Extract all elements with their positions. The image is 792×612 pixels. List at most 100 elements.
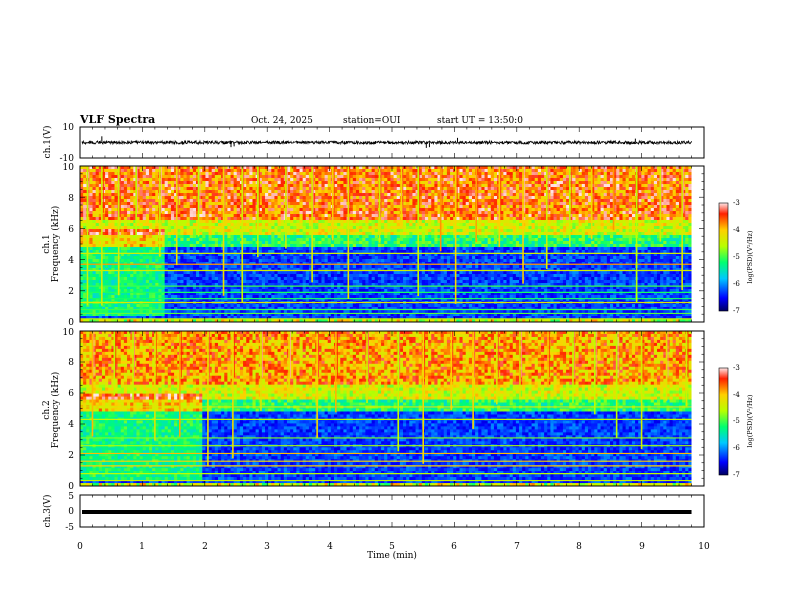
spectrogram-cell bbox=[280, 226, 285, 230]
spectrogram-cell bbox=[174, 271, 178, 275]
spectrogram-cell bbox=[296, 214, 300, 218]
spectrogram-cell bbox=[258, 274, 263, 278]
spectrogram-cell bbox=[101, 280, 106, 284]
spectrogram-cell bbox=[161, 214, 166, 218]
spectrogram-cell bbox=[371, 202, 376, 206]
spectrogram-cell bbox=[139, 286, 144, 290]
spectrogram-cell bbox=[252, 241, 257, 245]
spectrogram-cell bbox=[98, 178, 103, 182]
spectrogram-cell bbox=[133, 184, 137, 188]
spectrogram-cell bbox=[177, 178, 181, 182]
spectrogram-cell bbox=[359, 283, 363, 287]
spectrogram-cell bbox=[202, 223, 206, 227]
spectrogram-cell bbox=[280, 184, 285, 188]
spectrogram-cell bbox=[174, 187, 178, 191]
spectrogram-cell bbox=[183, 187, 188, 191]
spectrogram-cell bbox=[180, 313, 184, 317]
spectrogram-cell bbox=[308, 169, 313, 173]
spectrogram-cell bbox=[365, 316, 369, 320]
spectrogram-cell bbox=[352, 184, 357, 188]
spectrogram-cell bbox=[261, 178, 266, 182]
spectrogram-cell bbox=[120, 316, 125, 320]
spectrogram-cell bbox=[105, 169, 109, 173]
spectrogram-cell bbox=[308, 181, 313, 185]
spectrogram-cell bbox=[283, 256, 288, 260]
spectrogram-cell bbox=[349, 298, 354, 302]
spectrogram-cell bbox=[86, 304, 90, 308]
spectrogram-cell bbox=[246, 253, 250, 257]
spectrogram-cell bbox=[130, 199, 134, 203]
spectrogram-cell bbox=[152, 298, 156, 302]
spectrogram-cell bbox=[158, 259, 162, 263]
spectrogram-cell bbox=[271, 259, 275, 263]
spectrogram-cell bbox=[98, 181, 103, 185]
start-time-label: start UT = 13:50:0 bbox=[437, 116, 523, 126]
spectrogram-cell bbox=[199, 199, 203, 203]
spectrogram-cell bbox=[299, 307, 304, 311]
spectrogram-cell bbox=[199, 178, 203, 182]
spectrogram-cell bbox=[127, 259, 131, 263]
spectrogram-cell bbox=[343, 205, 347, 209]
spectrogram-cell bbox=[189, 259, 194, 263]
spectrogram-cell bbox=[161, 187, 166, 191]
spectrogram-cell bbox=[183, 250, 188, 254]
spectrogram-cell bbox=[371, 247, 376, 251]
spectrogram-cell bbox=[312, 286, 316, 290]
spectrogram-cell bbox=[233, 187, 238, 191]
spectrogram-cell bbox=[192, 283, 197, 287]
spectrogram-cell bbox=[371, 229, 376, 233]
spectrogram-cell bbox=[186, 241, 191, 245]
spectrogram-cell bbox=[337, 250, 341, 254]
spectrogram-cell bbox=[224, 217, 228, 221]
spectrogram-cell bbox=[355, 289, 360, 293]
spectrogram-cell bbox=[133, 202, 137, 206]
spectrogram-cell bbox=[167, 169, 172, 173]
spectrogram-cell bbox=[161, 289, 166, 293]
spectrogram-cell bbox=[133, 250, 137, 254]
spectrogram-cell bbox=[145, 298, 150, 302]
spectrogram-cell bbox=[83, 178, 87, 182]
spectrogram-cell bbox=[302, 214, 307, 218]
spectrogram-cell bbox=[268, 217, 272, 221]
spectrogram-cell bbox=[211, 217, 216, 221]
spectrogram-cell bbox=[315, 181, 319, 185]
spectrogram-cell bbox=[359, 193, 363, 197]
spectrogram-cell bbox=[114, 232, 119, 236]
spectrogram-cell bbox=[224, 286, 228, 290]
spectrogram-cell bbox=[265, 241, 269, 245]
spectrogram-cell bbox=[265, 310, 269, 314]
spectrogram-cell bbox=[120, 214, 125, 218]
spectrogram-cell bbox=[318, 205, 322, 209]
spectrogram-cell bbox=[142, 247, 147, 251]
spectrogram-cell bbox=[271, 319, 275, 322]
spectrogram-cell bbox=[180, 208, 184, 212]
spectrogram-cell bbox=[95, 193, 100, 197]
spectrogram-cell bbox=[120, 268, 125, 272]
spectrogram-cell bbox=[145, 316, 150, 320]
spectrogram-cell bbox=[139, 181, 144, 185]
spectrogram-cell bbox=[334, 223, 338, 227]
spectrogram-cell bbox=[261, 214, 266, 218]
spectrogram-cell bbox=[158, 292, 162, 296]
spectrogram-cell bbox=[161, 250, 166, 254]
spectrogram-cell bbox=[152, 172, 156, 176]
spectrogram-cell bbox=[167, 268, 172, 272]
spectrogram-cell bbox=[299, 268, 304, 272]
spectrogram-cell bbox=[236, 181, 241, 185]
spectrogram-cell bbox=[252, 289, 257, 293]
spectrogram-cell bbox=[274, 283, 278, 287]
spectrogram-cell bbox=[167, 190, 172, 194]
spectrogram-cell bbox=[318, 208, 322, 212]
spectrogram-cell bbox=[265, 265, 269, 269]
spectrogram-cell bbox=[142, 202, 147, 206]
spectrogram-cell bbox=[299, 184, 304, 188]
spectrogram-cell bbox=[315, 289, 319, 293]
spectrogram-cell bbox=[252, 292, 257, 296]
spectrogram-cell bbox=[286, 208, 291, 212]
spectrogram-cell bbox=[123, 256, 128, 260]
spectrogram-cell bbox=[321, 172, 326, 176]
spectrogram-cell bbox=[258, 214, 263, 218]
spectrogram-cell bbox=[183, 304, 188, 308]
spectrogram-cell bbox=[337, 268, 341, 272]
spectrogram-cell bbox=[349, 256, 354, 260]
